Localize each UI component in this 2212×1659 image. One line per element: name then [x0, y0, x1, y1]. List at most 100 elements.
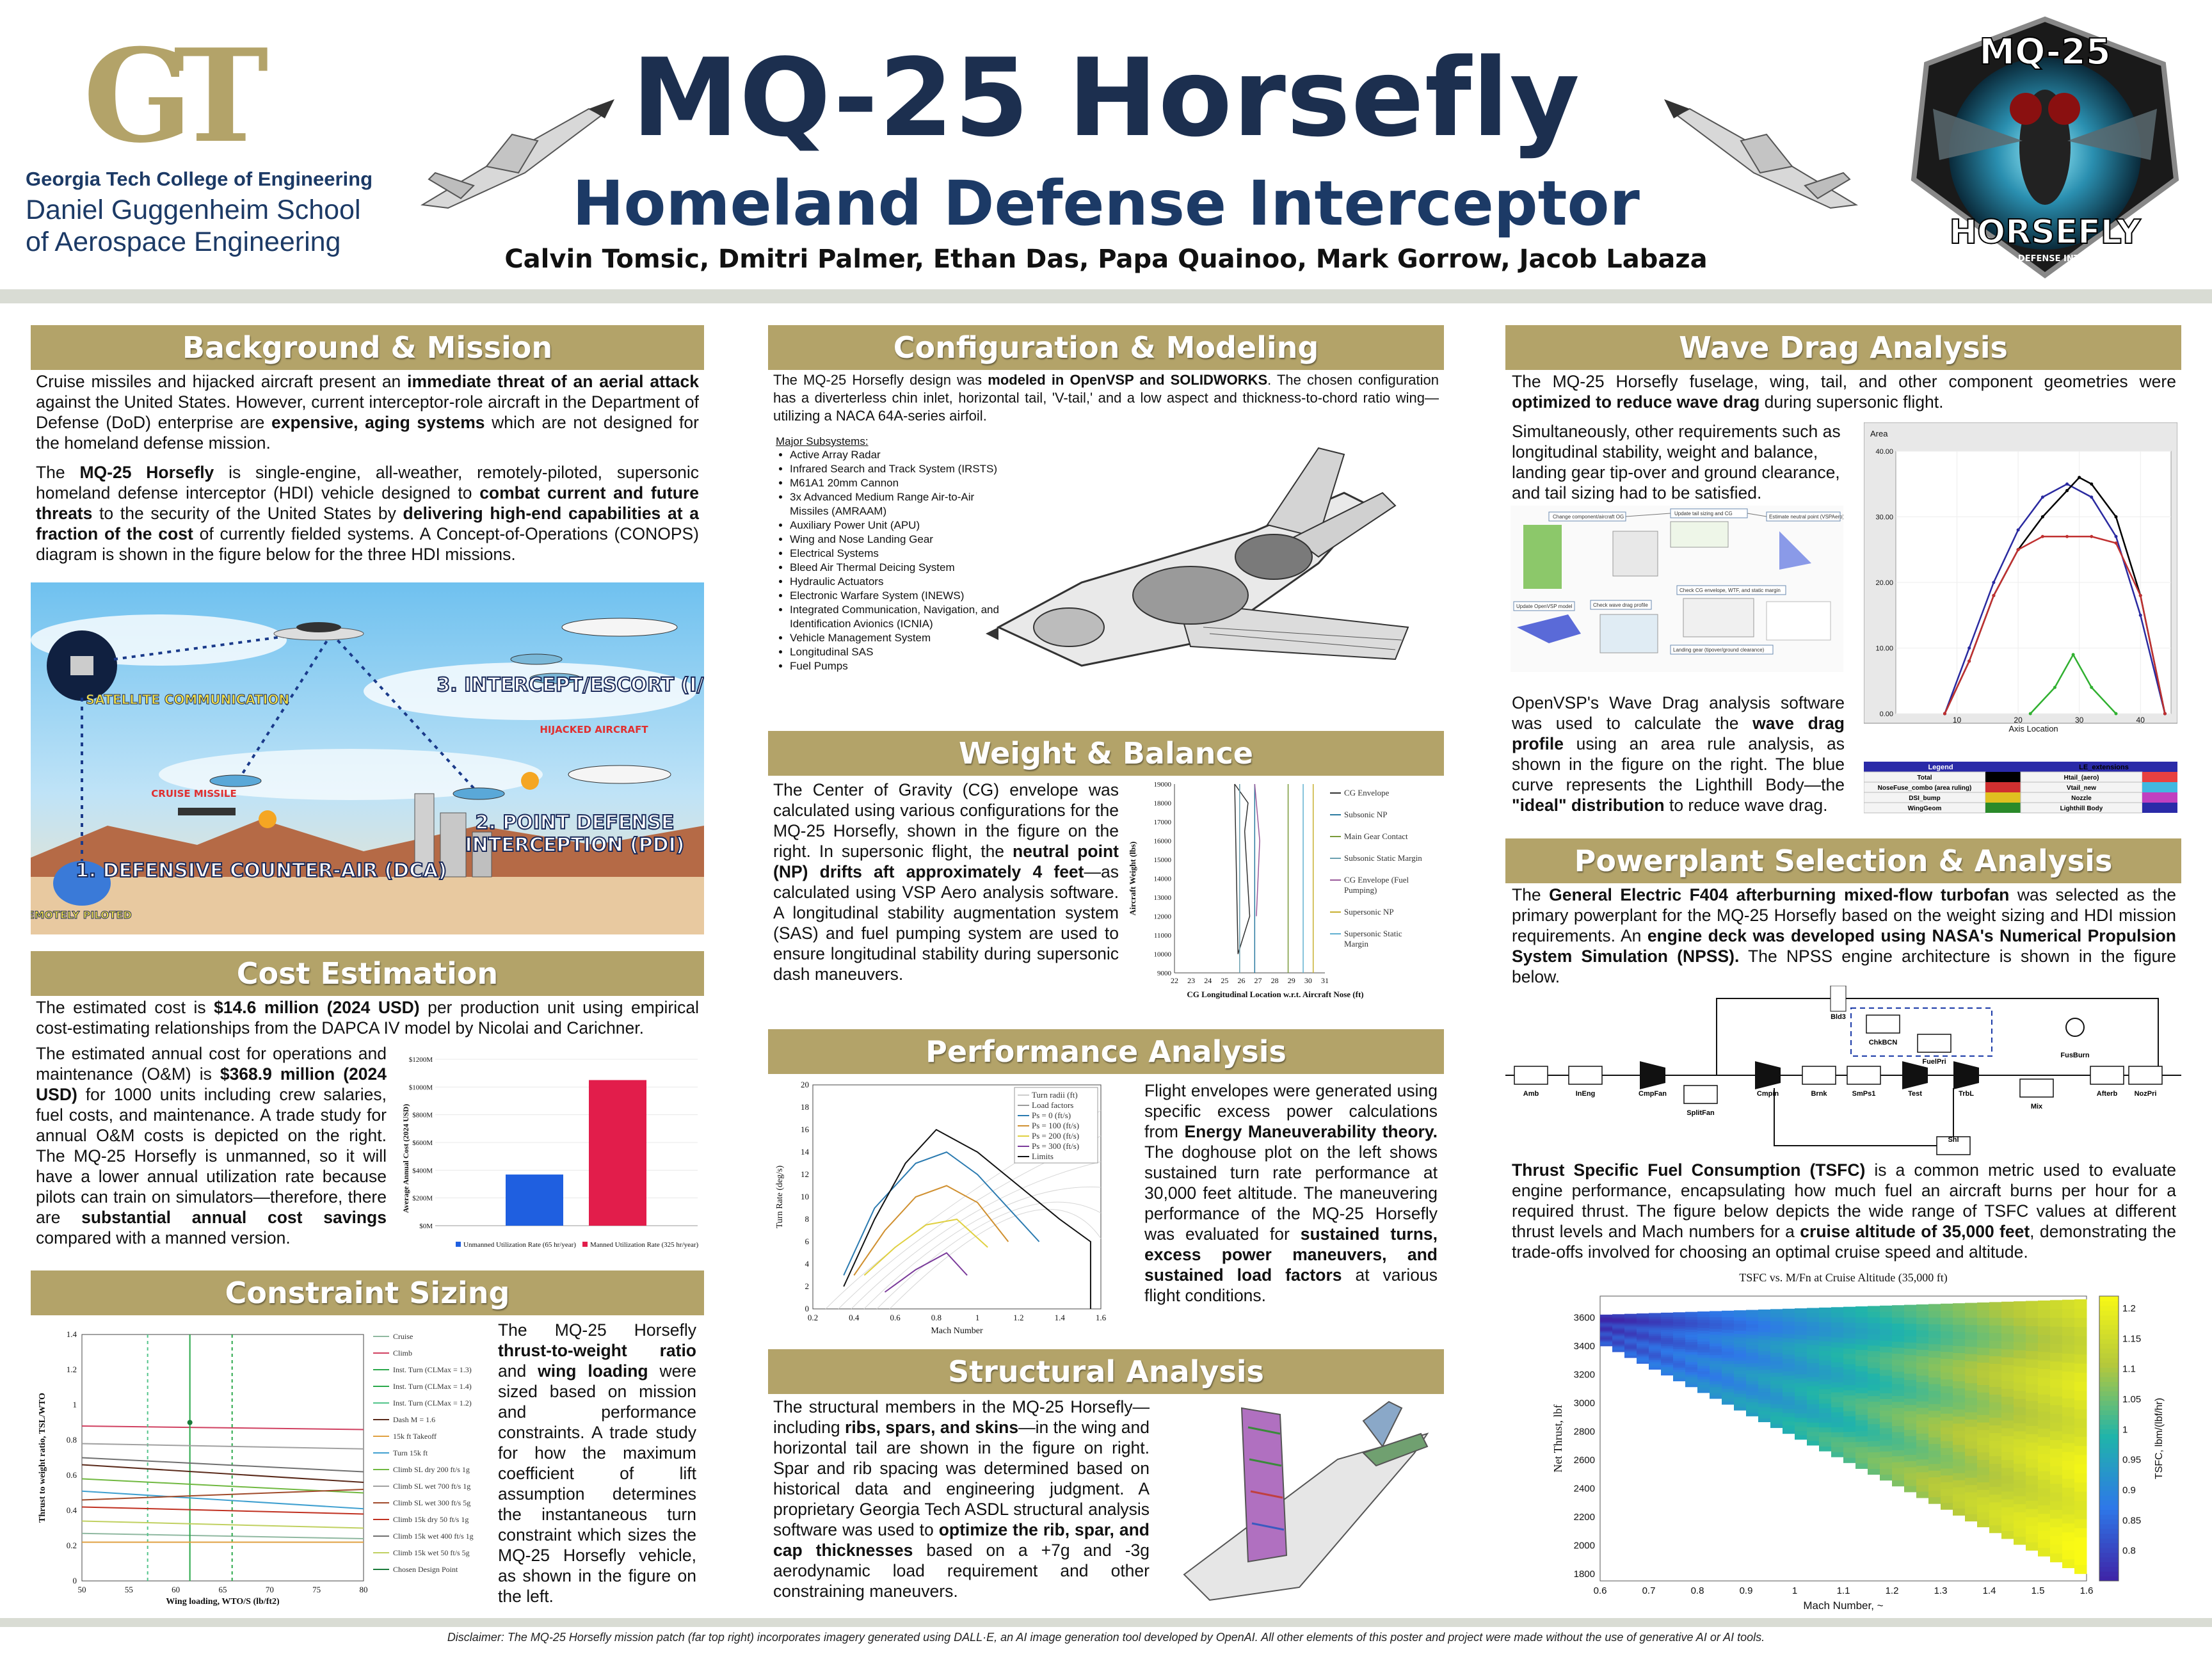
tsfc-cell	[1989, 1425, 2002, 1434]
tsfc-cell	[2038, 1351, 2051, 1361]
wave-series-point	[2114, 712, 2118, 716]
tsfc-cell	[2050, 1317, 2063, 1327]
tsfc-cell	[1892, 1425, 1905, 1432]
tsfc-cell	[1722, 1376, 1735, 1380]
tsfc-title: TSFC vs. M/Fn at Cruise Altitude (35,000…	[1739, 1271, 1948, 1285]
tsfc-cell	[1941, 1399, 1953, 1407]
tsfc-cell	[2001, 1310, 2014, 1318]
tsfc-cell	[1734, 1363, 1747, 1368]
tsfc-cell	[2074, 1482, 2087, 1492]
wave-series-point	[2065, 482, 2069, 486]
tsfc-cell	[1758, 1410, 1771, 1415]
tsfc-cell	[2026, 1500, 2039, 1509]
wavedrag-heading: Wave Drag Analysis	[1505, 325, 2181, 370]
tsfc-cell	[1868, 1463, 1880, 1470]
tsfc-cell	[1649, 1347, 1662, 1349]
tsfc-cell	[1649, 1337, 1662, 1340]
tsfc-cell	[1722, 1326, 1735, 1330]
tsfc-cell	[1880, 1305, 1893, 1312]
tsfc-y-tick: 3600	[1574, 1312, 1595, 1323]
svg-text:Check wave drag profile: Check wave drag profile	[1593, 602, 1648, 608]
npss-label: FuelPri	[1922, 1058, 1946, 1066]
tsfc-cell	[1868, 1413, 1880, 1419]
tsfc-cell	[1892, 1438, 1905, 1445]
tsfc-cell	[1855, 1360, 1868, 1366]
wave-chart-title: Area	[1870, 429, 1888, 438]
tsfc-colorbar-segment	[2099, 1310, 2119, 1316]
tsfc-cell	[2074, 1427, 2087, 1437]
tsfc-cell	[2050, 1308, 2063, 1318]
tsfc-cell	[1612, 1336, 1625, 1338]
tsfc-cell	[1734, 1386, 1747, 1391]
doghouse-y-tick: 2	[805, 1281, 810, 1291]
tsfc-cell	[1916, 1375, 1929, 1382]
tsfc-cell	[1673, 1317, 1686, 1320]
tsfc-cell	[1612, 1324, 1625, 1326]
constraint-y-tick: 1	[73, 1400, 77, 1409]
tsfc-cell	[1928, 1330, 1941, 1338]
tsfc-cell	[2014, 1471, 2026, 1480]
tsfc-cell	[1892, 1329, 1905, 1336]
tsfc-cell	[1880, 1369, 1893, 1376]
tsfc-cell	[1624, 1345, 1637, 1348]
tsfc-cell	[1843, 1452, 1856, 1458]
tsfc-cell	[1637, 1340, 1649, 1342]
npss-label: Mix	[2031, 1103, 2043, 1110]
tsfc-cell	[1892, 1432, 1905, 1438]
tsfc-cell	[1989, 1455, 2002, 1464]
tsfc-cell	[1904, 1473, 1917, 1480]
tsfc-cell	[1624, 1351, 1637, 1354]
tsfc-cell	[1965, 1455, 1978, 1464]
tsfc-colorbar-segment	[2099, 1528, 2119, 1534]
tsfc-cell	[1600, 1322, 1613, 1325]
tsfc-cell	[1904, 1398, 1917, 1406]
tsfc-cell	[1904, 1436, 1917, 1443]
doghouse-y-tick: 18	[801, 1102, 809, 1112]
tsfc-cell	[1649, 1326, 1662, 1329]
tsfc-cell	[1661, 1331, 1674, 1334]
tsfc-cell	[1758, 1399, 1771, 1404]
tsfc-cell	[1916, 1381, 1929, 1389]
tsfc-cell	[1637, 1322, 1649, 1324]
tsfc-cell	[2074, 1528, 2087, 1538]
cg-y-tick: 10000	[1154, 951, 1172, 959]
tsfc-cell	[1624, 1319, 1637, 1322]
tsfc-cell	[1807, 1381, 1820, 1386]
tsfc-cell	[1710, 1352, 1722, 1356]
tsfc-cell	[1807, 1408, 1820, 1414]
doghouse-x-tick: 1.4	[1055, 1313, 1066, 1322]
performance-paragraph: Flight envelopes were generated using sp…	[1144, 1081, 1438, 1305]
tsfc-cell	[1758, 1354, 1771, 1359]
tsfc-cell	[2026, 1417, 2039, 1426]
tsfc-cell	[1600, 1315, 1613, 1317]
tsfc-cell	[1941, 1489, 1953, 1496]
tsfc-cell	[1770, 1423, 1783, 1429]
tsfc-cell	[1783, 1400, 1795, 1405]
tsfc-cell	[1685, 1381, 1698, 1385]
tsfc-cell	[1928, 1484, 1941, 1491]
tsfc-cell	[1904, 1429, 1917, 1436]
tsfc-cell	[2062, 1416, 2075, 1425]
cg-x-tick: 23	[1187, 976, 1195, 985]
tsfc-cell	[1795, 1409, 1807, 1414]
tsfc-cell	[1783, 1429, 1795, 1434]
cg-x-label: CG Longitudinal Location w.r.t. Aircraft…	[1187, 990, 1363, 999]
tsfc-cell	[2038, 1547, 2051, 1557]
tsfc-cell	[2014, 1358, 2026, 1366]
tsfc-cell	[1855, 1409, 1868, 1415]
tsfc-cell	[1989, 1333, 2002, 1341]
tsfc-cell	[1661, 1373, 1674, 1375]
tsfc-cell	[1770, 1392, 1783, 1397]
tsfc-cell	[2038, 1436, 2051, 1446]
turn-radius-curve	[851, 1161, 1102, 1310]
cg-series-line	[1234, 783, 1251, 954]
conops-diagram: SATELLITE COMMUNICATION 3. INTERCEPT/ESC…	[31, 582, 704, 934]
tsfc-cell	[2001, 1483, 2014, 1492]
subsystem-item: M61A1 20mm Cannon	[790, 476, 1006, 490]
constraint-legend-item: Climb 15k dry 50 ft/s 1g	[393, 1515, 469, 1524]
tsfc-cell	[1941, 1502, 1953, 1510]
tsfc-cell	[1868, 1390, 1880, 1397]
tsfc-colorbar-segment	[2099, 1391, 2119, 1397]
tsfc-cell	[2026, 1334, 2039, 1343]
tsfc-cell	[1855, 1425, 1868, 1431]
